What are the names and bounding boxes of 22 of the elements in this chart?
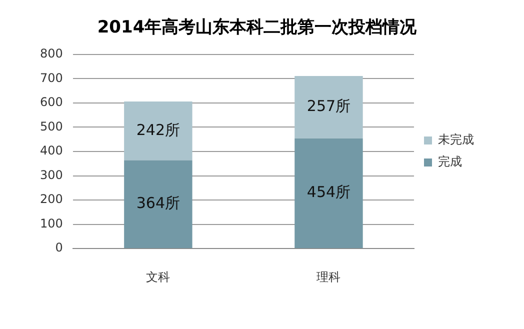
- y-tick-label: 100: [40, 216, 63, 230]
- data-label: 242所: [136, 120, 180, 139]
- chart-title: 2014年高考山东本科二批第一次投档情况: [97, 18, 418, 38]
- bar: [124, 160, 192, 248]
- y-tick-label: 600: [40, 95, 63, 110]
- y-tick-label: 800: [40, 46, 63, 61]
- bar: [124, 101, 192, 160]
- bar: [294, 138, 363, 248]
- y-tick-label: 300: [40, 168, 63, 182]
- y-tick-label: 200: [40, 192, 63, 206]
- data-label: 364所: [136, 194, 180, 212]
- y-tick-label: 0: [55, 240, 63, 255]
- bar: [294, 76, 363, 138]
- legend-label: 未完成: [438, 132, 474, 147]
- y-tick-label: 500: [40, 119, 63, 134]
- legend-label: 完成: [438, 154, 462, 169]
- data-label: 257所: [306, 97, 351, 116]
- x-tick-label: 理科: [316, 270, 341, 284]
- y-tick-label: 700: [40, 70, 63, 85]
- y-tick-label: 400: [40, 144, 63, 158]
- data-label: 454所: [306, 183, 351, 202]
- x-tick-label: 文科: [146, 270, 170, 284]
